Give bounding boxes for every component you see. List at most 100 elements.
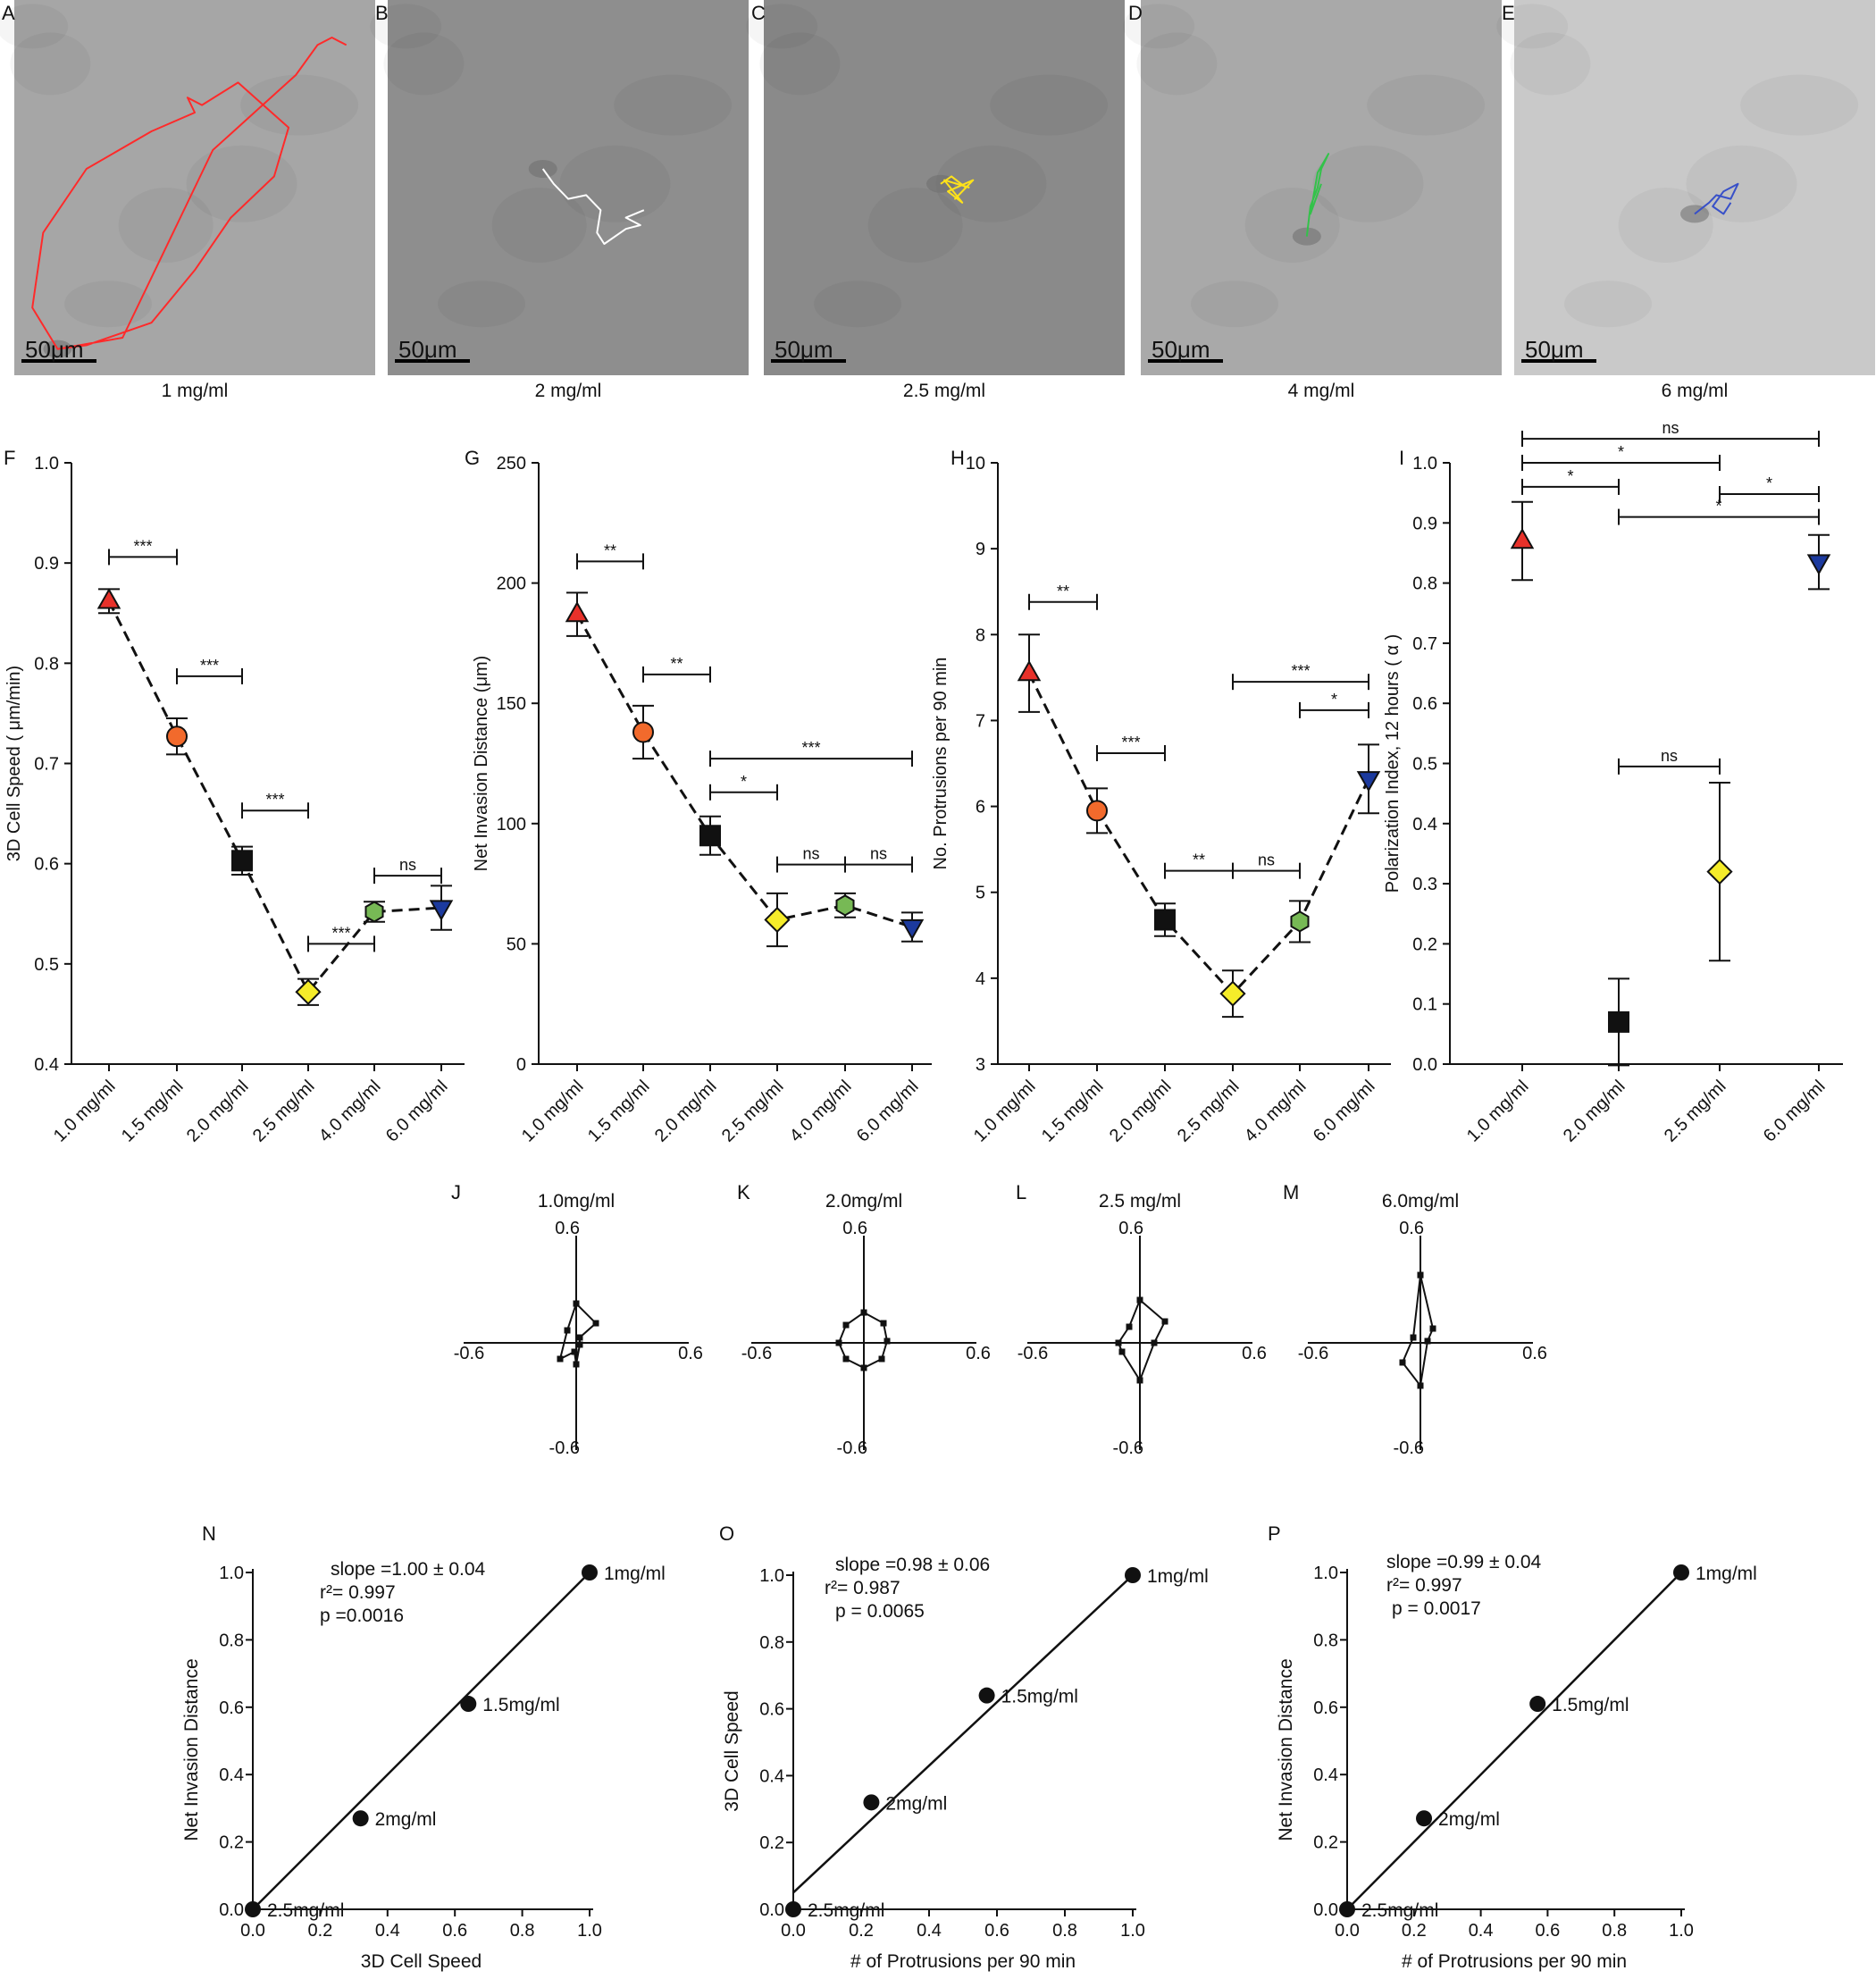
data-point [352, 1810, 369, 1827]
data-point [835, 894, 855, 917]
x-tick-label: 6.0 mg/ml [1310, 1077, 1379, 1146]
y-tick-label: 0.9 [1412, 514, 1437, 533]
point-label: 1mg/ml [1696, 1564, 1757, 1584]
x-axis-label: 3D Cell Speed [361, 1951, 482, 1972]
point-label: 2mg/ml [885, 1793, 947, 1814]
data-point [565, 600, 590, 623]
cell-track [31, 37, 348, 350]
micrograph-background [1141, 0, 1502, 375]
point-label: 2mg/ml [1438, 1809, 1500, 1830]
x-tick-label: 4.0 mg/ml [786, 1077, 856, 1146]
x-tick-label: 0.8 [510, 1921, 535, 1941]
tick-label-left: -0.6 [454, 1344, 484, 1363]
data-point [166, 725, 188, 748]
polarity-point [880, 1320, 887, 1327]
point-label: 2.5mg/ml [267, 1900, 344, 1921]
chart-title: 2.5 mg/ml [1099, 1191, 1181, 1212]
chart-title: 2.0mg/ml [825, 1191, 902, 1212]
polarity-point [1399, 1359, 1406, 1366]
polarity-point [884, 1338, 891, 1345]
y-tick-label: 1.0 [34, 454, 59, 474]
data-point [1339, 1901, 1355, 1917]
micrograph-caption: 4 mg/ml [1288, 381, 1355, 401]
panel-letter: D [1128, 2, 1143, 24]
polarity-point [842, 1355, 850, 1363]
polarity-point [842, 1321, 850, 1329]
scale-bar-label: 50μm [25, 336, 84, 363]
point-label: 1mg/ml [604, 1564, 666, 1584]
polarity-point [1410, 1334, 1417, 1341]
tick-label-left: -0.6 [1298, 1344, 1328, 1363]
polarity-point [564, 1327, 571, 1334]
significance-label: *** [1291, 662, 1310, 680]
y-tick-label: 0.2 [759, 1833, 784, 1853]
texture-blob [438, 281, 526, 328]
data-point [863, 1794, 880, 1811]
micrograph-caption: 1 mg/ml [162, 381, 229, 401]
x-tick-label: 6.0 mg/ml [1760, 1077, 1830, 1146]
data-point [96, 588, 121, 609]
x-tick-label: 0.8 [1602, 1921, 1627, 1941]
panel-letter: F [4, 447, 15, 469]
polarity-point [557, 1355, 564, 1363]
y-axis-label: 3D Cell Speed [722, 1690, 742, 1811]
y-tick-label: 1.0 [1412, 454, 1437, 474]
texture-blob [935, 145, 1047, 222]
scale-bar-label: 50μm [775, 336, 833, 363]
micrograph-background [1514, 0, 1875, 375]
y-tick-label: 0.1 [1412, 995, 1437, 1015]
micrograph-panel-c: 50μm 2.5 mg/ml C [746, 0, 1125, 401]
micrograph-caption: 6 mg/ml [1662, 381, 1729, 401]
data-point [1510, 527, 1535, 549]
cell-track [1305, 153, 1330, 237]
data-point [460, 1696, 477, 1713]
tick-label-top: 0.6 [1118, 1219, 1143, 1238]
data-point [978, 1687, 995, 1704]
series-line [575, 613, 913, 928]
point-label: 2.5mg/ml [1361, 1900, 1438, 1921]
tick-label-bottom: -0.6 [1394, 1438, 1424, 1458]
x-tick-label: 1.0 [577, 1921, 602, 1941]
data-point [1706, 859, 1733, 885]
chart-panel-j: J 1.0mg/ml 0.6 -0.6 -0.6 0.6 [451, 1181, 703, 1458]
y-axis-label: Net Invasion Distance [1276, 1658, 1296, 1841]
tick-label-top: 0.6 [555, 1219, 580, 1238]
polarity-point [835, 1339, 842, 1346]
polarity-point [1429, 1325, 1436, 1332]
polarity-point [1136, 1377, 1143, 1384]
significance-label: * [1766, 474, 1772, 492]
fit-line [792, 1574, 1134, 1894]
polarity-point [573, 1361, 580, 1368]
data-point [1017, 659, 1042, 682]
tick-label-right: 0.6 [678, 1344, 703, 1363]
polarity-point [1126, 1323, 1133, 1330]
y-tick-label: 0.4 [759, 1766, 784, 1786]
polarity-point [1115, 1339, 1122, 1346]
chart-panel-g: G 0 50 100 150 200 250 1.0 mg/ml1.5 mg/ml2.0 mg… [465, 447, 932, 1146]
panel-letter: E [1502, 2, 1515, 24]
y-tick-label: 1.0 [759, 1566, 784, 1586]
x-tick-label: 1.5 mg/ml [1038, 1077, 1108, 1146]
y-tick-label: 0.4 [34, 1055, 59, 1075]
tick-label-left: -0.6 [1018, 1344, 1048, 1363]
texture-blob [1496, 4, 1569, 49]
panel-letter: A [2, 2, 15, 24]
data-point [1356, 771, 1381, 792]
texture-blob [1123, 4, 1195, 49]
y-tick-label: 100 [497, 815, 526, 834]
panel-letter: L [1016, 1181, 1026, 1203]
x-tick-label: 0.4 [917, 1921, 942, 1941]
data-point [632, 721, 654, 743]
y-tick-label: 0.2 [1313, 1833, 1338, 1853]
chart-panel-k: K 2.0mg/ml 0.6 -0.6 -0.6 0.6 [737, 1181, 991, 1458]
y-tick-label: 4 [976, 969, 985, 989]
point-label: 1mg/ml [1147, 1566, 1209, 1587]
x-tick-label: 4.0 mg/ml [1241, 1077, 1311, 1146]
y-tick-label: 0.5 [1412, 755, 1437, 775]
point-label: 2mg/ml [375, 1809, 437, 1830]
tick-label-bottom: -0.6 [549, 1438, 580, 1458]
texture-blob [0, 4, 69, 49]
y-tick-label: 0.6 [1313, 1698, 1338, 1718]
significance-label: *** [200, 657, 219, 675]
